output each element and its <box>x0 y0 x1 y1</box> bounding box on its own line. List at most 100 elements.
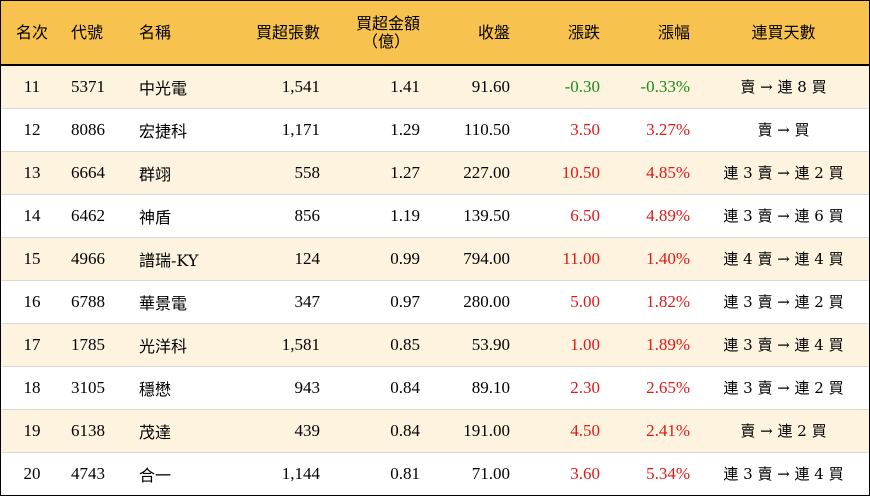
table-row: 15 4966 譜瑞-KY 124 0.99 794.00 11.00 1.40% 連 4 賣 … <box>1 237 869 280</box>
net-amount-cell: 0.85 <box>390 334 420 354</box>
rank-cell: 17 <box>23 334 41 354</box>
net-amount-cell: 1.41 <box>390 76 420 96</box>
header-name: 名稱 <box>131 1 223 66</box>
code-cell: 3105 <box>71 377 105 397</box>
net-shares-cell: 1,171 <box>281 119 320 139</box>
net-shares-cell: 1,144 <box>281 463 320 483</box>
change-pct-cell: 2.41% <box>646 420 690 440</box>
table-row: 19 6138 茂達 439 0.84 191.00 4.50 2.41% 賣 → 連 2 買 <box>1 409 869 452</box>
table-row: 11 5371 中光電 1,541 1.41 91.60 -0.30 -0.33% 賣 → 連 … <box>1 65 869 108</box>
streak-cell: 賣 → 買 <box>757 121 810 139</box>
change-pct-cell: -0.33% <box>640 76 690 96</box>
streak-cell: 連 3 賣 → 連 4 買 <box>723 465 844 484</box>
rank-cell: 18 <box>23 377 41 397</box>
change-cell: 1.00 <box>570 334 600 354</box>
code-cell: 6664 <box>71 162 105 182</box>
net-shares-cell: 124 <box>294 248 321 268</box>
close-price-cell: 191.00 <box>463 420 510 440</box>
close-price-cell: 139.50 <box>463 205 510 225</box>
net-amount-cell: 0.81 <box>390 463 420 483</box>
net-amount-cell: 0.84 <box>390 377 420 397</box>
net-amount-cell: 0.99 <box>390 248 420 268</box>
code-cell: 4743 <box>71 463 105 483</box>
net-shares-cell: 439 <box>294 420 321 440</box>
change-pct-cell: 2.65% <box>646 377 690 397</box>
table-row: 13 6664 群翊 558 1.27 227.00 10.50 4.85% 連 3 賣 → 連… <box>1 151 869 194</box>
table-body: 11 5371 中光電 1,541 1.41 91.60 -0.30 -0.33% 賣 → 連 … <box>1 65 869 495</box>
rank-cell: 14 <box>23 205 41 225</box>
change-cell: 6.50 <box>570 205 600 225</box>
rank-cell: 16 <box>23 291 41 311</box>
streak-cell: 連 3 賣 → 連 6 買 <box>723 207 844 225</box>
change-cell: 2.30 <box>570 377 600 397</box>
stock-name-cell: 群翊 <box>139 164 172 184</box>
table-row: 18 3105 穩懋 943 0.84 89.10 2.30 2.65% 連 3 賣 → 連 2… <box>1 366 869 409</box>
change-cell: 3.50 <box>570 119 600 139</box>
change-pct-cell: 1.82% <box>646 291 690 311</box>
change-pct-cell: 4.89% <box>646 205 690 225</box>
table-row: 12 8086 宏捷科 1,171 1.29 110.50 3.50 3.27% 賣 → 買 <box>1 108 869 151</box>
change-cell: 5.00 <box>570 291 600 311</box>
code-cell: 6462 <box>71 205 105 225</box>
stock-name-cell: 神盾 <box>139 207 172 227</box>
stock-name-cell: 譜瑞-KY <box>139 250 199 270</box>
table-row: 14 6462 神盾 856 1.19 139.50 6.50 4.89% 連 3 賣 → 連 … <box>1 194 869 237</box>
streak-cell: 賣 → 連 8 買 <box>740 78 827 97</box>
stock-name-cell: 宏捷科 <box>139 121 188 141</box>
rank-cell: 12 <box>23 119 41 139</box>
rank-cell: 19 <box>23 420 41 440</box>
stock-name-cell: 華景電 <box>139 293 188 313</box>
close-price-cell: 280.00 <box>463 291 510 311</box>
code-cell: 6788 <box>71 291 105 311</box>
change-cell: 11.00 <box>562 248 600 268</box>
rank-cell: 15 <box>23 248 41 268</box>
stock-name-cell: 合一 <box>139 465 172 485</box>
streak-cell: 連 3 賣 → 連 2 買 <box>723 164 844 182</box>
net-amount-cell: 1.29 <box>390 119 420 139</box>
change-cell: 3.60 <box>570 463 600 483</box>
close-price-cell: 89.10 <box>471 377 510 397</box>
header-code: 代號 <box>63 1 131 66</box>
net-amount-cell: 0.84 <box>390 420 420 440</box>
net-shares-cell: 558 <box>294 162 321 182</box>
table-header-row: 名次 代號 名稱 買超張數 買超金額 （億） 收盤 漲跌 漲幅 連買天數 <box>1 1 869 66</box>
streak-cell: 賣 → 連 2 買 <box>740 422 827 440</box>
code-cell: 1785 <box>71 334 105 354</box>
net-amount-cell: 1.19 <box>390 205 420 225</box>
table-row: 17 1785 光洋科 1,581 0.85 53.90 1.00 1.89% 連 3 賣 → … <box>1 323 869 366</box>
close-price-cell: 110.50 <box>463 119 510 139</box>
header-streak: 連買天數 <box>698 1 869 66</box>
table-row: 16 6788 華景電 347 0.97 280.00 5.00 1.82% 連 3 賣 → 連… <box>1 280 869 323</box>
change-cell: 10.50 <box>561 162 600 182</box>
stock-name-cell: 光洋科 <box>139 336 188 356</box>
header-net-shares: 買超張數 <box>223 1 328 66</box>
net-shares-cell: 1,581 <box>281 334 320 354</box>
stock-name-cell: 中光電 <box>139 78 188 98</box>
change-pct-cell: 1.89% <box>646 334 690 354</box>
close-price-cell: 91.60 <box>471 76 510 96</box>
stock-name-cell: 茂達 <box>139 422 172 442</box>
streak-cell: 連 3 賣 → 連 2 買 <box>723 379 844 397</box>
net-amount-cell: 0.97 <box>390 291 420 311</box>
close-price-cell: 53.90 <box>471 334 510 354</box>
table-row: 20 4743 合一 1,144 0.81 71.00 3.60 5.34% 連 3 賣 → 連… <box>1 452 869 495</box>
header-change: 漲跌 <box>518 1 608 66</box>
header-rank: 名次 <box>1 1 63 66</box>
rank-cell: 13 <box>23 162 41 182</box>
header-net-amount-unit: （億） <box>361 31 410 51</box>
rank-cell: 20 <box>23 463 41 483</box>
close-price-cell: 794.00 <box>463 248 510 268</box>
net-amount-cell: 1.27 <box>390 162 420 182</box>
close-price-cell: 227.00 <box>463 162 510 182</box>
header-close: 收盤 <box>428 1 518 66</box>
streak-cell: 連 3 賣 → 連 2 買 <box>723 293 844 311</box>
stock-name-cell: 穩懋 <box>139 379 172 399</box>
code-cell: 4966 <box>71 248 105 268</box>
header-change-pct: 漲幅 <box>608 1 698 66</box>
net-shares-cell: 1,541 <box>281 76 320 96</box>
change-pct-cell: 4.85% <box>646 162 690 182</box>
code-cell: 6138 <box>71 420 105 440</box>
net-shares-cell: 943 <box>294 377 321 397</box>
